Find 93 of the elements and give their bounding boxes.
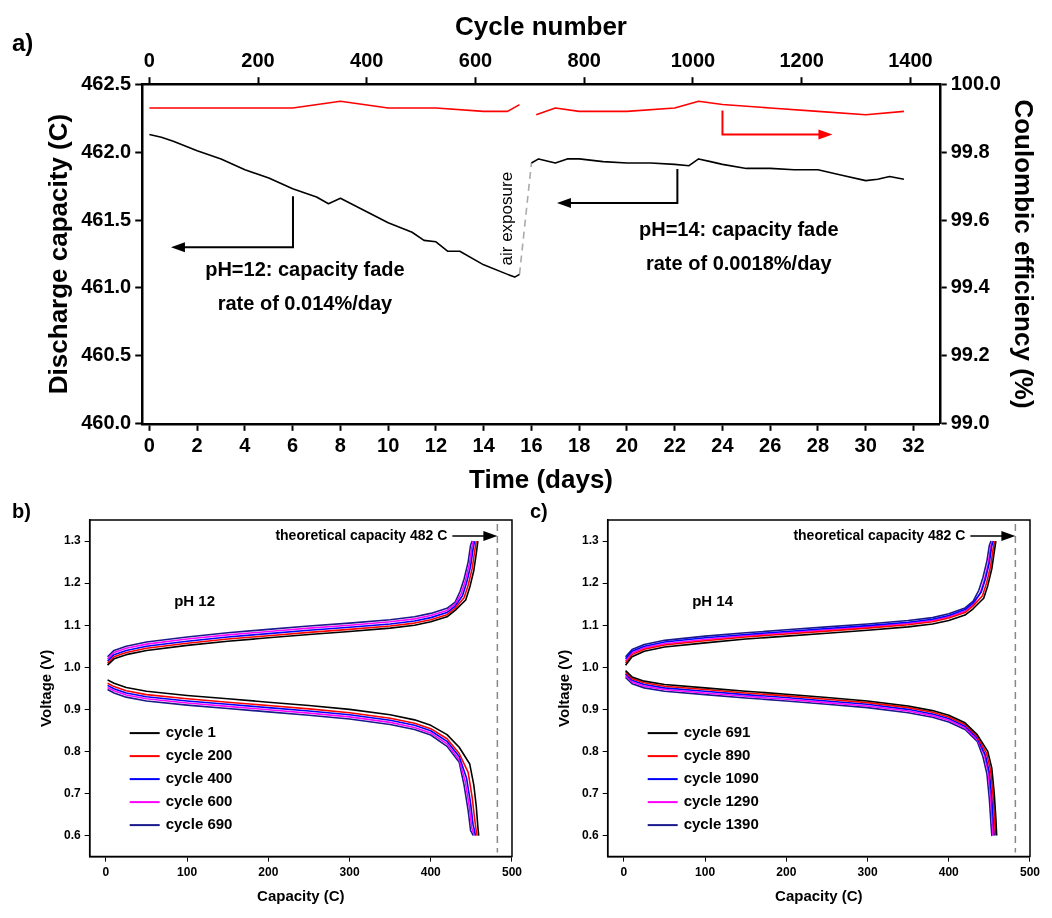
x2-tick-label: 1400 — [888, 48, 933, 71]
x-tick-label: 300 — [339, 865, 360, 880]
x-tick-label: 10 — [377, 434, 400, 457]
x-tick-label: 18 — [568, 434, 591, 457]
legend-label: cycle 890 — [683, 746, 751, 764]
x2-tick-label: 1000 — [670, 48, 716, 71]
x-tick-label: 28 — [806, 434, 830, 457]
x-tick-label: 200 — [776, 865, 797, 880]
legend-label: cycle 1090 — [683, 769, 759, 787]
x-tick-label: 500 — [501, 865, 523, 880]
x-tick-label: 400 — [420, 865, 442, 880]
x-tick-label: 12 — [424, 434, 448, 457]
ref-line-label: theoretical capacity 482 C — [793, 526, 966, 543]
y-tick-label: 460.0 — [81, 411, 132, 434]
y-axis-title: Discharge capacity (C) — [42, 113, 73, 395]
legend-label: cycle 690 — [165, 815, 233, 833]
x-tick-label: 400 — [938, 865, 960, 880]
y-tick-label: 0.7 — [581, 785, 599, 800]
y-tick-label: 461.0 — [81, 275, 132, 298]
x-tick-label: 0 — [143, 434, 155, 457]
x2-tick-label: 600 — [458, 48, 493, 71]
x-tick-label: 32 — [902, 434, 925, 457]
annotation: pH 14 — [692, 591, 734, 609]
x-axis-title: Capacity (C) — [775, 887, 863, 905]
y-tick-label: 1.2 — [581, 575, 599, 590]
x-tick-label: 16 — [520, 434, 543, 457]
x-tick-label: 24 — [711, 434, 735, 457]
annotation: pH=14: capacity fade rate of 0.0018%/day — [639, 217, 839, 274]
ref-line-label: theoretical capacity 482 C — [275, 526, 448, 543]
y-tick-label: 0.6 — [63, 827, 81, 842]
y-tick-label: 1.2 — [63, 575, 81, 590]
x2-tick-label: 0 — [143, 48, 155, 71]
annotation: pH 12 — [174, 591, 215, 609]
y-tick-label: 1.3 — [63, 533, 81, 548]
x2-tick-label: 1200 — [779, 48, 824, 71]
legend-label: cycle 1290 — [683, 792, 759, 810]
y2-axis-title: Coulombic efficiency (%) — [1009, 99, 1040, 409]
legend-label: cycle 200 — [165, 746, 233, 764]
x-tick-label: 20 — [615, 434, 639, 457]
y-axis-title: Voltage (V) — [37, 649, 55, 727]
x-tick-label: 30 — [854, 434, 877, 457]
x-tick-label: 22 — [663, 434, 686, 457]
y-tick-label: 462.0 — [81, 139, 132, 162]
x-tick-label: 300 — [857, 865, 878, 880]
legend-label: cycle 600 — [165, 792, 233, 810]
x-tick-label: 100 — [177, 865, 198, 880]
legend-label: cycle 400 — [165, 769, 233, 787]
y-tick-label: 0.9 — [581, 701, 599, 716]
y-tick-label: 0.9 — [63, 701, 81, 716]
y2-tick-label: 99.8 — [950, 139, 990, 162]
y-tick-label: 462.5 — [81, 71, 132, 94]
chart-title: b) — [12, 499, 31, 522]
x-axis-title: Time (days) — [468, 463, 614, 494]
y-tick-label: 0.6 — [581, 827, 599, 842]
x-tick-label: 100 — [695, 865, 716, 880]
y2-tick-label: 99.0 — [950, 411, 990, 434]
x-tick-label: 6 — [287, 434, 299, 457]
y2-tick-label: 100.0 — [950, 71, 1001, 94]
annotation: pH=12: capacity fade rate of 0.014%/day — [205, 258, 405, 315]
y-tick-label: 0.7 — [63, 785, 81, 800]
x-tick-label: 2 — [191, 434, 203, 457]
x-axis-title: Capacity (C) — [257, 887, 345, 905]
y-tick-label: 461.5 — [81, 207, 132, 230]
x-tick-label: 4 — [239, 434, 252, 457]
x2-axis-title: Cycle number — [455, 10, 627, 41]
x-tick-label: 500 — [1019, 865, 1041, 880]
chart-title: a) — [12, 28, 34, 56]
y-tick-label: 1.3 — [581, 533, 599, 548]
y-tick-label: 1.1 — [63, 617, 81, 632]
x-tick-label: 8 — [334, 434, 346, 457]
legend-label: cycle 1 — [165, 723, 216, 741]
y2-tick-label: 99.2 — [950, 343, 990, 366]
y-tick-label: 0.8 — [581, 743, 599, 758]
x2-tick-label: 200 — [241, 48, 275, 71]
x2-tick-label: 400 — [350, 48, 384, 71]
y-tick-label: 460.5 — [81, 343, 132, 366]
y-tick-label: 1.1 — [581, 617, 599, 632]
chart-title: c) — [530, 499, 548, 522]
x2-tick-label: 800 — [567, 48, 601, 71]
x-tick-label: 0 — [620, 865, 628, 880]
legend-label: cycle 691 — [683, 723, 751, 741]
y-tick-label: 1.0 — [63, 659, 81, 674]
text: air exposure — [496, 171, 516, 266]
x-tick-label: 26 — [759, 434, 782, 457]
y2-tick-label: 99.6 — [950, 207, 990, 230]
x-tick-label: 0 — [102, 865, 110, 880]
legend-label: cycle 1390 — [683, 815, 759, 833]
y-axis-title: Voltage (V) — [555, 649, 573, 727]
x-tick-label: 200 — [258, 865, 279, 880]
y2-tick-label: 99.4 — [950, 275, 991, 298]
y-tick-label: 1.0 — [581, 659, 599, 674]
x-tick-label: 14 — [472, 434, 496, 457]
y-tick-label: 0.8 — [63, 743, 81, 758]
